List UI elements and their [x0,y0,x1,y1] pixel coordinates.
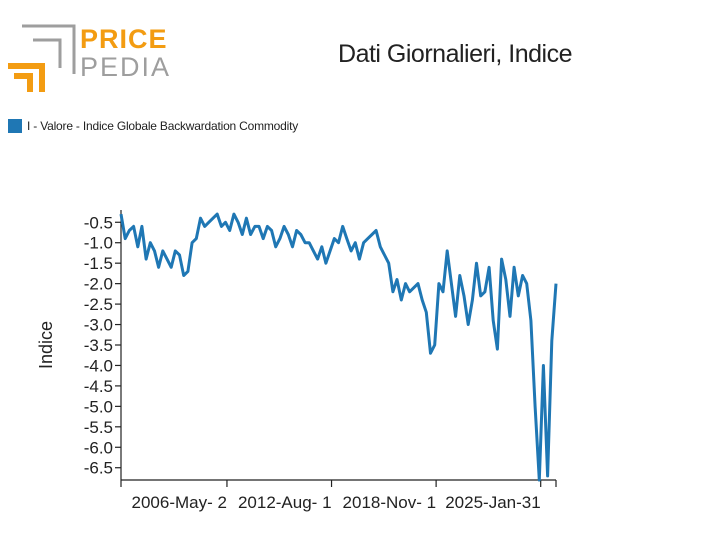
y-axis: -0.5 -1.0-1.5 -2.0-2.5 -3.0-3.5-4.0 -4.5-5.0… [84,210,122,480]
x-tick-label: 2012-Aug- 1 [238,493,332,512]
x-tick-label: 2025-Jan-31 [445,493,540,512]
series-group [119,212,558,482]
y-tick-label: -3.0 [84,316,113,335]
chart-title: Dati Giornalieri, Indice [338,40,572,68]
y-tick-label: -0.5 [84,213,113,232]
chart-legend[interactable]: I - Valore - Indice Globale Backwardatio… [8,119,298,133]
x-tick-label: 2006-May- 2 [132,493,227,512]
y-axis-title: Indice [36,321,56,369]
pricepedia-logo-mark [8,24,76,92]
series-line [119,212,558,482]
y-tick-label: -5.5 [84,418,113,437]
y-tick-label: -4.5 [84,377,113,396]
y-tick-label: -2.0 [84,275,113,294]
y-tick-label: -3.5 [84,336,113,355]
y-tick-label: -1.0 [84,234,113,253]
logo-inner-bracket [33,38,62,68]
y-tick-label: -6.5 [84,459,113,478]
legend-swatch [8,119,22,133]
logo-orange-outer [8,63,45,92]
x-tick-label: 2018-Nov- 1 [343,493,437,512]
pricepedia-logo: PRICE PEDIA [8,22,169,94]
legend-label: I - Valore - Indice Globale Backwardatio… [27,119,299,133]
logo-word-price: PRICE [80,24,168,54]
y-tick-label: -6.0 [84,438,113,457]
logo-outer-bracket [22,24,76,74]
y-tick-label: -4.0 [84,356,113,375]
y-tick-label: -2.5 [84,295,113,314]
logo-orange-inner [14,73,33,92]
y-tick-label: -1.5 [84,254,113,273]
x-axis: 2006-May- 2 2012-Aug- 1 2018-Nov- 1 2025-Ja… [120,479,557,512]
logo-word-pedia: PEDIA [80,52,172,82]
y-tick-label: -5.0 [84,397,113,416]
